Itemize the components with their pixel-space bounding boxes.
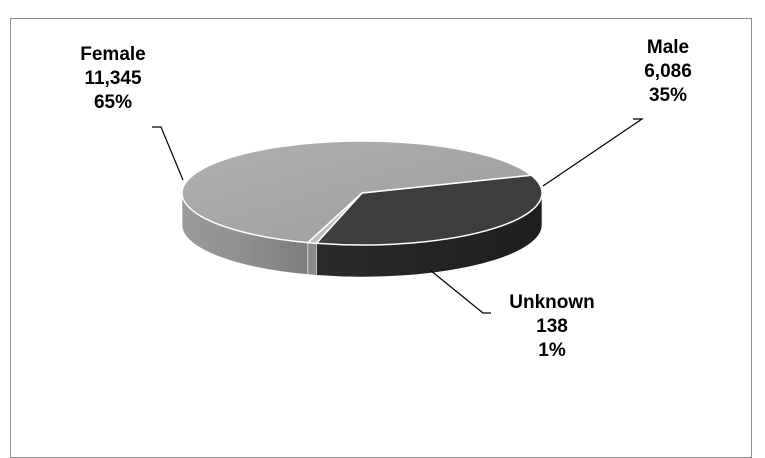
label-unknown-name: Unknown	[509, 292, 595, 313]
slice-side-unknown	[307, 242, 317, 276]
label-female-value: 11,345	[84, 68, 141, 89]
leader-line-unknown	[429, 269, 491, 314]
slice-male	[314, 174, 543, 246]
label-male-name: Male	[647, 37, 689, 58]
label-female-name: Female	[80, 44, 145, 65]
label-unknown-value: 138	[536, 316, 568, 337]
leader-line-female	[152, 126, 184, 181]
label-female-percent: 65%	[94, 92, 132, 113]
label-male-value: 6,086	[644, 61, 692, 82]
slice-female	[181, 140, 534, 244]
pie-chart: Male 6,086 35% Unknown 138 1% Female 11,345 65%	[80, 37, 692, 361]
leader-line-male	[542, 118, 644, 187]
label-male-percent: 35%	[649, 85, 687, 106]
pie-slices	[181, 140, 543, 278]
label-unknown-percent: 1%	[538, 340, 566, 361]
leader-lines	[152, 118, 644, 314]
slice-labels: Male 6,086 35% Unknown 138 1% Female 11,345 65%	[80, 37, 692, 361]
